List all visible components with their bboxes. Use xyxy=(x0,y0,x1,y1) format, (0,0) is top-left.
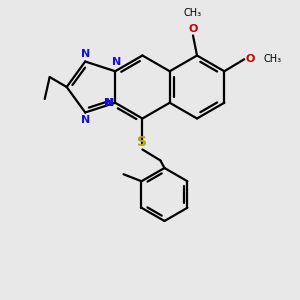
Text: CH₃: CH₃ xyxy=(263,54,281,64)
Text: N: N xyxy=(104,98,113,108)
Text: CH₃: CH₃ xyxy=(184,8,202,17)
Text: N: N xyxy=(81,49,90,58)
Text: N: N xyxy=(112,57,121,67)
Text: N: N xyxy=(81,116,90,125)
Text: O: O xyxy=(245,54,255,64)
Text: N: N xyxy=(105,98,114,108)
Text: S: S xyxy=(137,136,147,149)
Text: O: O xyxy=(188,25,198,34)
